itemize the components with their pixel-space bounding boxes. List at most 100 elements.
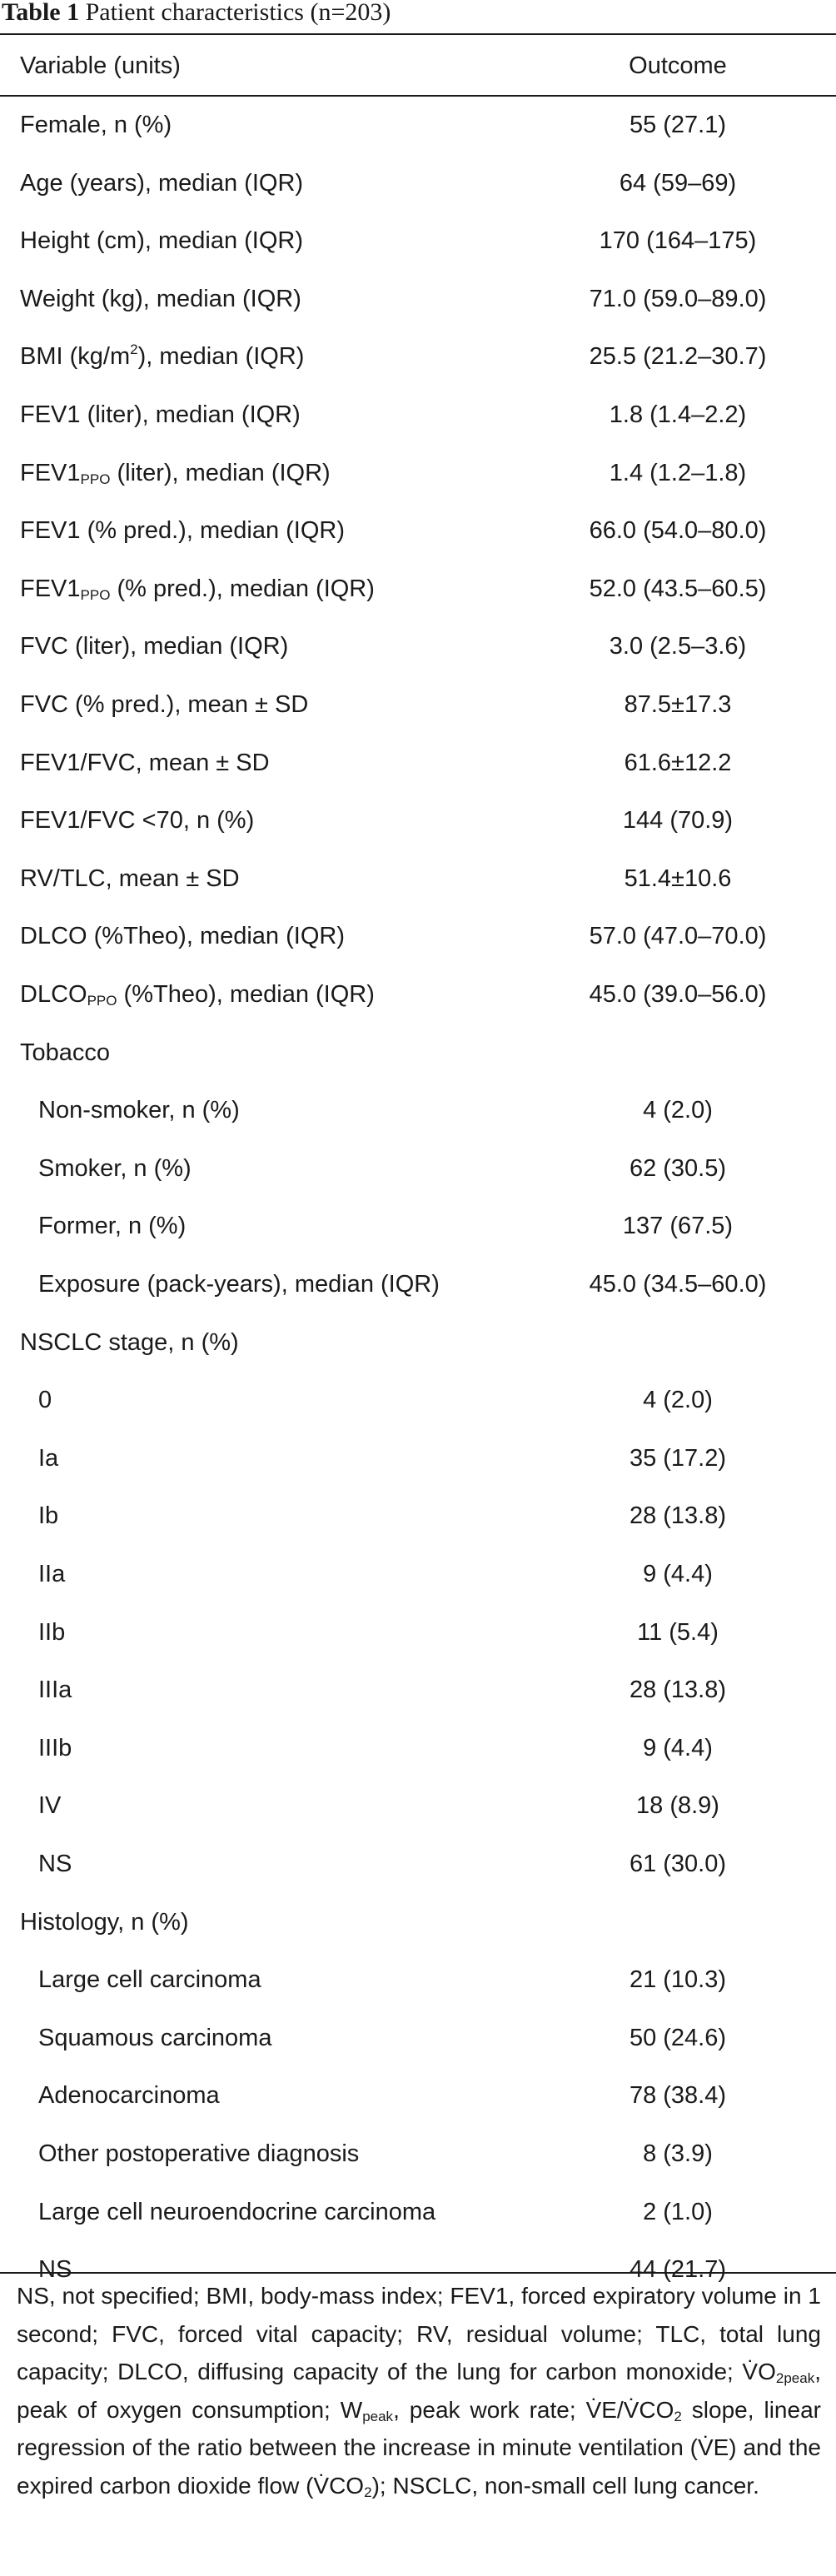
table-row-age: Age (years), median (IQR) 64 (59–69) (0, 155, 836, 212)
table-row-large-cell: Large cell carcinoma 21 (10.3) (0, 1951, 836, 2009)
row-label: FEV1/FVC, mean ± SD (20, 735, 270, 792)
table-caption: Table 1 Patient characteristics (n=203) (0, 0, 391, 33)
row-value: 61.6±12.2 (624, 749, 732, 776)
bottom-rule (0, 2272, 836, 2274)
text-fragment: FEV1 (20, 459, 81, 486)
row-label: FEV1PPO (% pred.), median (IQR) (20, 561, 375, 618)
table-row-fev1-fvc-70: FEV1/FVC <70, n (%) 144 (70.9) (0, 792, 836, 850)
row-label: NSCLC stage, n (%) (20, 1314, 239, 1372)
row-label: Large cell carcinoma (38, 1951, 261, 2009)
table-row-stage-iv: IV 18 (8.9) (0, 1777, 836, 1835)
table-row-squamous: Squamous carcinoma 50 (24.6) (0, 2010, 836, 2067)
row-value: 25.5 (21.2–30.7) (589, 343, 767, 371)
table-row-stage-iib: IIb 11 (5.4) (0, 1604, 836, 1662)
row-value: 64 (59–69) (619, 169, 737, 197)
row-label: NS (38, 1836, 72, 1893)
text-fragment: Height (cm), median (IQR) (20, 227, 304, 255)
text-fragment: FEV1 (liter), median (IQR) (20, 401, 301, 428)
row-value: 28 (13.8) (629, 1502, 727, 1530)
row-label: 0 (38, 1372, 52, 1429)
text-fragment: Non-smoker, n (%) (38, 1097, 240, 1124)
table-row-adeno: Adenocarcinoma 78 (38.4) (0, 2067, 836, 2125)
text-fragment: (% pred.), median (IQR) (110, 575, 375, 602)
row-value: 28 (13.8) (629, 1677, 727, 1704)
row-label: Age (years), median (IQR) (20, 155, 303, 212)
text-fragment: NS (38, 1851, 72, 1877)
text-fragment: Squamous carcinoma (38, 2024, 272, 2051)
row-value: 8 (3.9) (643, 2140, 713, 2167)
row-label: IIb (38, 1604, 65, 1662)
text-fragment: RV/TLC, mean ± SD (20, 864, 240, 892)
row-label: NS (38, 2241, 72, 2299)
text-fragment: PPO (80, 471, 111, 487)
table-row-non-smoker: Non-smoker, n (%) 4 (2.0) (0, 1082, 836, 1139)
text-fragment: IIb (38, 1618, 66, 1646)
text-fragment: DLCO (20, 981, 87, 1008)
text-fragment: PPO (80, 586, 111, 603)
row-label: Exposure (pack-years), median (IQR) (38, 1256, 440, 1313)
text-fragment: 2peak (775, 2370, 815, 2386)
row-label: Non-smoker, n (%) (38, 1082, 240, 1139)
row-value: 144 (70.9) (622, 807, 734, 835)
table-row-fvc-pred: FVC (% pred.), mean ± SD 87.5±17.3 (0, 676, 836, 734)
header-variable: Variable (units) (20, 52, 181, 79)
table-row-histology: Histology, n (%) (0, 1894, 836, 1951)
text-fragment: , peak of oxygen consumption; W (17, 2359, 821, 2423)
row-value: 3.0 (2.5–3.6) (609, 633, 747, 660)
row-label: Other postoperative diagnosis (38, 2125, 359, 2183)
text-fragment: DLCO (%Theo), median (IQR) (20, 923, 345, 950)
row-value: 2 (1.0) (643, 2198, 713, 2225)
row-value: 9 (4.4) (643, 1561, 713, 1587)
row-label: IIa (38, 1546, 65, 1603)
text-fragment: NSCLC stage, n (%) (20, 1328, 239, 1356)
row-value: 1.4 (1.2–1.8) (609, 459, 747, 486)
text-fragment: IV (38, 1792, 62, 1820)
row-value: 18 (8.9) (636, 1792, 719, 1820)
text-fragment: FEV1/FVC, mean ± SD (20, 749, 270, 776)
row-label: FEV1/FVC <70, n (%) (20, 792, 254, 850)
text-fragment: (%Theo), median (IQR) (117, 981, 375, 1008)
text-fragment: NS (38, 2256, 72, 2284)
row-value: 57.0 (47.0–70.0) (589, 923, 767, 950)
row-value: 55 (27.1) (629, 112, 727, 138)
table-row-fev1ppo-pred: FEV1PPO (% pred.), median (IQR) 52.0 (43.… (0, 561, 836, 618)
table-row-stage-0: 0 4 (2.0) (0, 1372, 836, 1429)
row-value: 21 (10.3) (629, 1966, 727, 1994)
row-value: 9 (4.4) (643, 1734, 713, 1761)
text-fragment: Age (years), median (IQR) (20, 169, 304, 197)
row-label: Ia (38, 1430, 58, 1487)
table-header: Variable (units) Outcome (0, 35, 836, 97)
table-row-dlcoppo: DLCOPPO (%Theo), median (IQR) 45.0 (39.0–… (0, 966, 836, 1024)
row-label: Smoker, n (%) (38, 1140, 192, 1198)
text-fragment: 2 (674, 2408, 682, 2424)
text-fragment: IIa (38, 1561, 66, 1587)
row-value: 4 (2.0) (643, 1097, 713, 1124)
row-value: 51.4±10.6 (624, 864, 732, 892)
row-label: Adenocarcinoma (38, 2067, 220, 2125)
table-row-lcnec: Large cell neuroendocrine carcinoma 2 (1.… (0, 2184, 836, 2241)
row-value: 87.5±17.3 (624, 691, 732, 718)
table-title: Patient characteristics (n=203) (85, 0, 391, 26)
text-fragment: NS, not specified; BMI, body-mass index;… (17, 2283, 821, 2384)
row-label: Large cell neuroendocrine carcinoma (38, 2184, 435, 2241)
row-label: Squamous carcinoma (38, 2010, 271, 2067)
row-value: 11 (5.4) (637, 1618, 719, 1646)
row-label: Ib (38, 1487, 58, 1545)
table-row-histology-ns: NS 44 (21.7) (0, 2241, 836, 2299)
row-label: BMI (kg/m2), median (IQR) (20, 328, 304, 386)
table-row-fev1-fvc: FEV1/FVC, mean ± SD 61.6±12.2 (0, 735, 836, 792)
table-row-stage-iia: IIa 9 (4.4) (0, 1546, 836, 1603)
text-fragment: BMI (kg/m (20, 343, 131, 371)
table-row-bmi: BMI (kg/m2), median (IQR) 25.5 (21.2–30.7… (0, 328, 836, 386)
text-fragment: FEV1 (20, 575, 81, 602)
table-row-fev1-pred: FEV1 (% pred.), median (IQR) 66.0 (54.0–8… (0, 502, 836, 560)
text-fragment: , peak work rate; V̇E/V̇CO (393, 2396, 674, 2423)
row-label: DLCO (%Theo), median (IQR) (20, 908, 345, 965)
row-label: IIIb (38, 1720, 72, 1777)
text-fragment: ); NSCLC, non-small cell lung cancer. (371, 2472, 759, 2499)
header-outcome: Outcome (629, 52, 727, 79)
text-fragment: slope, linear regression of the ratio be… (17, 2396, 821, 2499)
table-row-weight: Weight (kg), median (IQR) 71.0 (59.0–89.0… (0, 271, 836, 328)
row-label: FEV1PPO (liter), median (IQR) (20, 445, 331, 502)
row-label: Height (cm), median (IQR) (20, 212, 303, 270)
